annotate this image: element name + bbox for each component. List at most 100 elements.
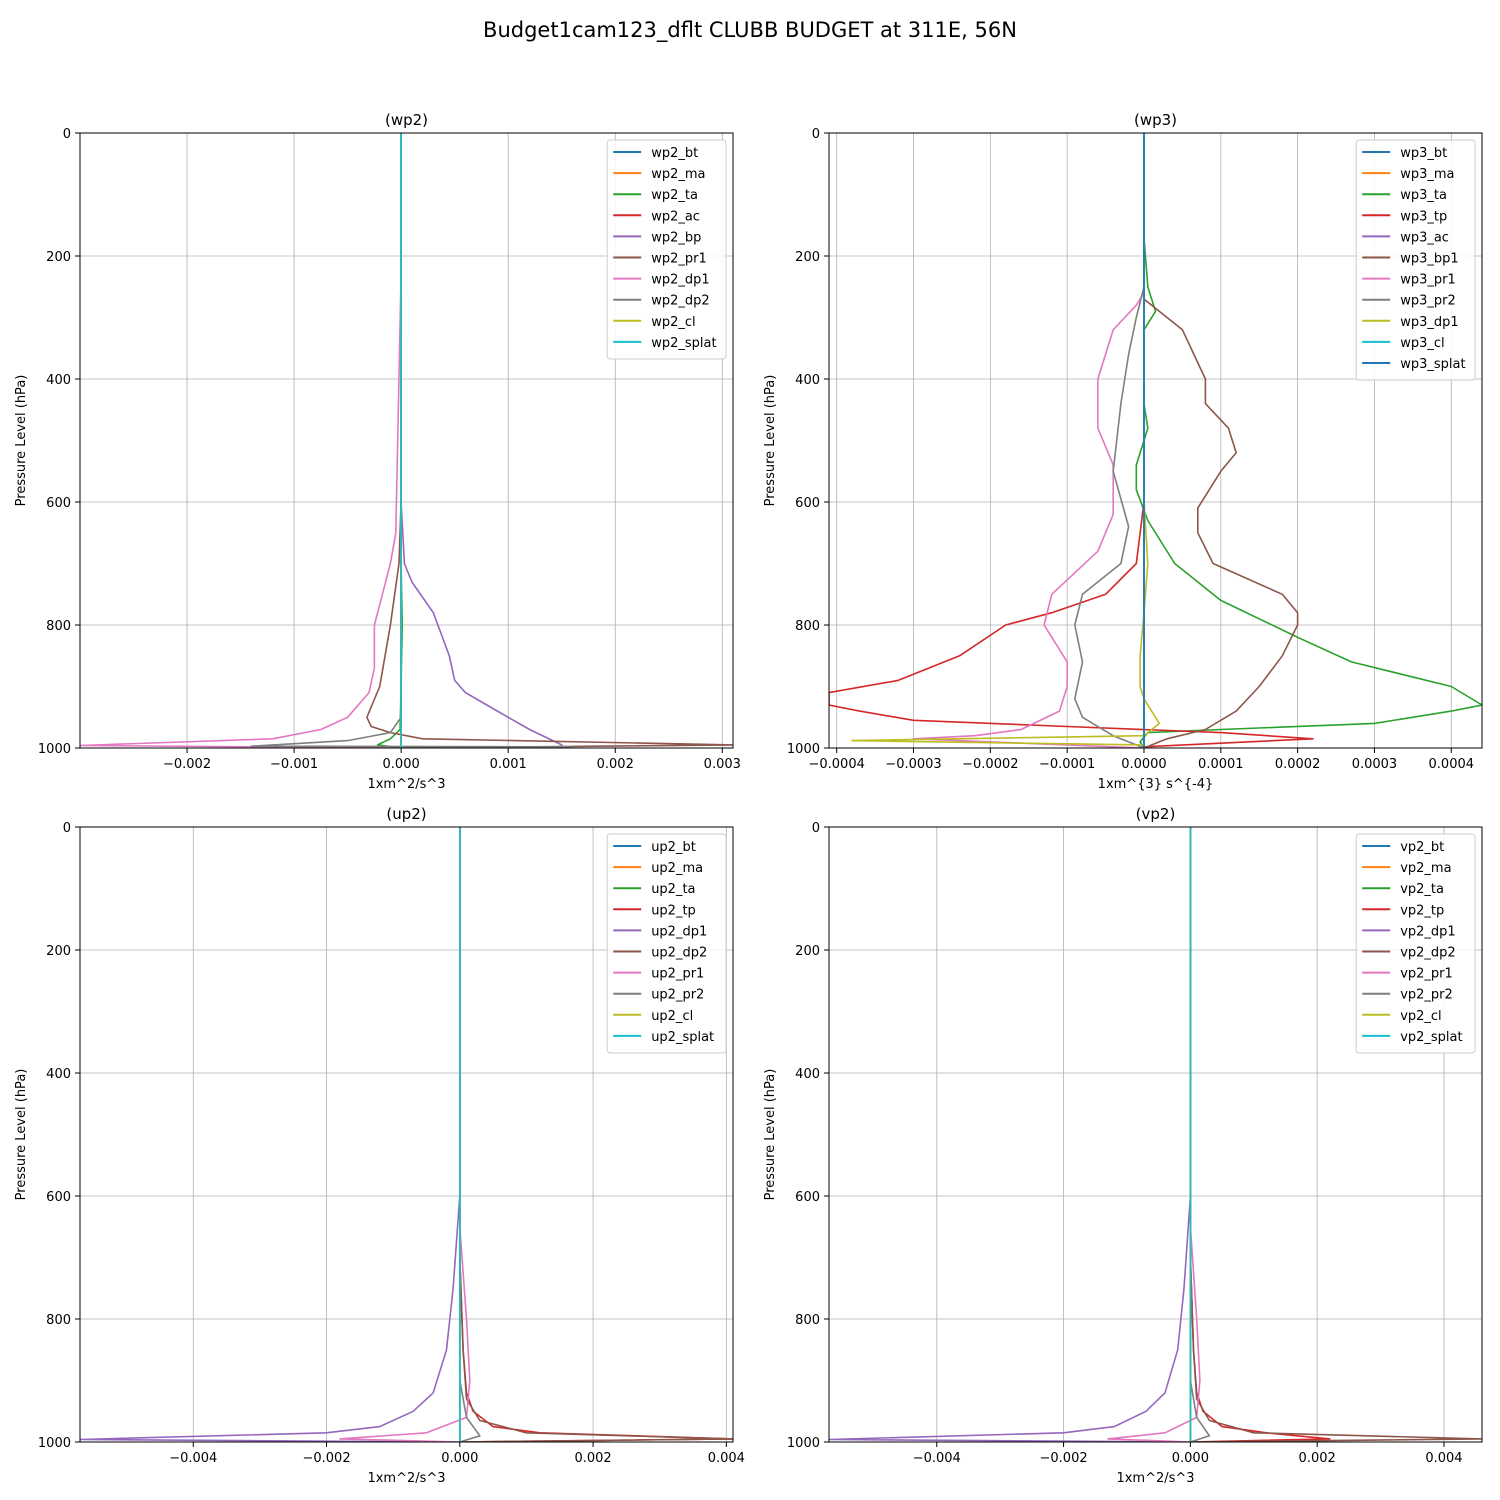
series-line-wp3_bp1	[1143, 133, 1299, 748]
y-axis-label: Pressure Level (hPa)	[14, 375, 29, 507]
y-tick-label: 600	[46, 1190, 71, 1205]
y-tick-label: 0	[812, 127, 820, 142]
legend-entry: vp2_tp	[1400, 903, 1444, 918]
x-tick-label: 0.000	[441, 1451, 478, 1466]
x-tick-label: −0.0001	[1039, 757, 1095, 772]
x-axis-label: 1xm^{3} s^{-4}	[1098, 777, 1214, 792]
x-axis-label: 1xm^2/s^3	[367, 1471, 445, 1486]
series-line-up2_pr1	[339, 827, 471, 1442]
series-line-wp3_pr2	[1074, 133, 1145, 748]
legend-entry: up2_ta	[651, 882, 695, 897]
y-tick-label: 1000	[38, 742, 71, 757]
legend-entry: up2_tp	[651, 903, 696, 918]
x-tick-label: 0.0003	[1352, 757, 1398, 772]
x-tick-label: 0.000	[383, 757, 420, 772]
x-tick-label: 0.0000	[1121, 757, 1167, 772]
legend-entry: vp2_splat	[1400, 1030, 1462, 1045]
legend-entry: wp2_pr1	[651, 252, 707, 267]
y-tick-label: 0	[63, 127, 71, 142]
x-tick-label: −0.0003	[885, 757, 941, 772]
legend: wp2_bt wp2_ma wp2_ta wp2_ac wp2_bp wp2_pr1 wp2…	[606, 139, 727, 360]
legend-entry: up2_splat	[651, 1030, 714, 1045]
y-tick-label: 1000	[787, 742, 820, 757]
x-tick-label: 0.004	[1425, 1451, 1462, 1466]
legend-entry: wp2_cl	[651, 315, 695, 330]
x-tick-label: 0.002	[1299, 1451, 1336, 1466]
legend-entry: vp2_bt	[1400, 840, 1444, 855]
y-tick-label: 400	[46, 373, 71, 388]
y-tick-label: 1000	[38, 1436, 71, 1451]
x-tick-label: 0.0001	[1198, 757, 1244, 772]
y-tick-label: 0	[812, 821, 820, 836]
legend-entry: wp3_bt	[1400, 146, 1447, 161]
legend-entry: wp3_ma	[1400, 167, 1454, 182]
legend-entry: up2_dp1	[651, 924, 707, 939]
y-axis-label: Pressure Level (hPa)	[14, 1069, 29, 1201]
legend: up2_bt up2_ma up2_ta up2_tp up2_dp1 up2_dp2up…	[606, 833, 727, 1054]
legend-entry: vp2_ta	[1400, 882, 1444, 897]
series-line-vp2_dp1	[829, 827, 1192, 1442]
series-line-wp2_dp1	[80, 133, 402, 748]
axes-frame	[828, 132, 1483, 749]
series-line-up2_dp1	[80, 827, 461, 1442]
legend-entry: up2_cl	[651, 1009, 693, 1024]
chart-panel-3: −0.004 −0.002 0.000 0.002 0.004 0 200 400 600 800…	[763, 805, 1483, 1486]
legend-entry: wp3_splat	[1400, 357, 1465, 372]
y-tick-label: 800	[46, 619, 71, 634]
legend-entry: wp2_ma	[651, 167, 705, 182]
y-tick-label: 1000	[787, 1436, 820, 1451]
x-axis-label: 1xm^2/s^3	[367, 777, 445, 792]
x-tick-label: 0.0002	[1275, 757, 1321, 772]
legend-entry: vp2_ma	[1400, 861, 1451, 876]
legend-entry: wp3_tp	[1400, 209, 1447, 224]
series-line-wp3_tp	[829, 133, 1314, 748]
chart-panel-0: −0.002 −0.001 0.000 0.001 0.002 0.003 0 200 400 6…	[14, 111, 741, 792]
y-tick-label: 800	[46, 1313, 71, 1328]
x-tick-label: 0.002	[574, 1451, 611, 1466]
x-tick-label: −0.0002	[962, 757, 1018, 772]
legend-entry: vp2_pr1	[1400, 967, 1453, 982]
series-line-wp3_dp1	[851, 133, 1161, 748]
legend-entry: wp2_ac	[651, 209, 700, 224]
axes-frame	[79, 132, 734, 749]
figure-suptitle: Budget1cam123_dflt CLUBB BUDGET at 311E,…	[483, 18, 1017, 43]
legend-entry: up2_ma	[651, 861, 703, 876]
legend-entry: wp2_ta	[651, 188, 698, 203]
legend-entry: wp2_dp1	[651, 273, 709, 288]
y-tick-label: 200	[46, 250, 71, 265]
x-tick-label: −0.002	[163, 757, 211, 772]
legend-entry: up2_pr1	[651, 967, 704, 982]
chart-panel-1: −0.0004 −0.0003 −0.0002 −0.0001 0.0000 0.0001…	[763, 111, 1483, 792]
x-tick-label: −0.001	[270, 757, 318, 772]
y-tick-label: 400	[795, 373, 820, 388]
x-tick-label: −0.0004	[808, 757, 864, 772]
y-tick-label: 200	[795, 944, 820, 959]
y-tick-label: 600	[795, 496, 820, 511]
panel-title: (vp2)	[1136, 805, 1176, 823]
x-tick-label: 0.004	[708, 1451, 745, 1466]
legend-entry: wp3_pr1	[1400, 273, 1456, 288]
y-tick-label: 200	[46, 944, 71, 959]
legend-entry: vp2_pr2	[1400, 988, 1453, 1003]
legend: wp3_bt wp3_ma wp3_ta wp3_tp wp3_ac wp3_bp1 wp3…	[1355, 139, 1476, 381]
series-line-wp3_pr1	[912, 133, 1145, 748]
legend: vp2_bt vp2_ma vp2_ta vp2_tp vp2_dp1 vp2_dp2vp…	[1355, 833, 1476, 1054]
y-tick-label: 400	[795, 1067, 820, 1082]
panel-title: (up2)	[386, 805, 426, 823]
y-tick-label: 400	[46, 1067, 71, 1082]
legend-entry: up2_bt	[651, 840, 696, 855]
x-tick-label: −0.004	[169, 1451, 217, 1466]
x-tick-label: 0.0004	[1429, 757, 1475, 772]
y-tick-label: 0	[63, 821, 71, 836]
legend-entry: wp3_bp1	[1400, 252, 1458, 267]
x-tick-label: 0.000	[1172, 1451, 1209, 1466]
legend-entry: wp3_cl	[1400, 336, 1444, 351]
x-tick-label: −0.002	[1040, 1451, 1088, 1466]
legend-entry: up2_dp2	[651, 946, 707, 961]
legend-entry: wp2_dp2	[651, 294, 709, 309]
series-line-wp3_ta	[1135, 133, 1482, 748]
chart-panel-2: −0.004 −0.002 0.000 0.002 0.004 0 200 400 600 800…	[14, 805, 745, 1486]
y-axis-label: Pressure Level (hPa)	[763, 1069, 778, 1201]
x-tick-label: 0.002	[597, 757, 634, 772]
